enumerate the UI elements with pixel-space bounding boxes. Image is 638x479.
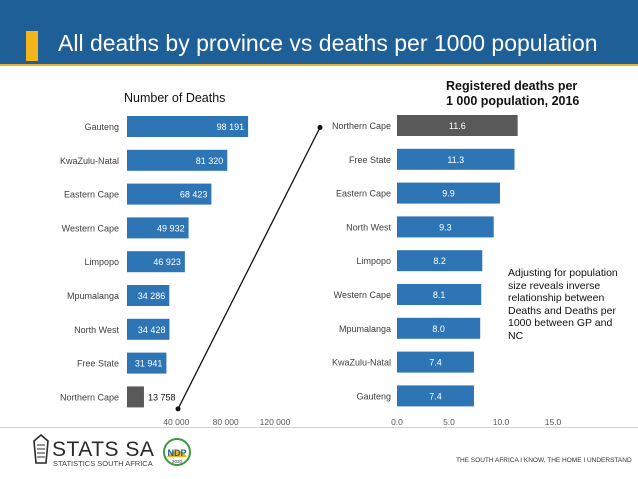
chart-2-value-label: 9.3 <box>439 222 452 232</box>
chart-2-tick-label: 10.0 <box>493 417 510 427</box>
chart-1-value-label: 68 423 <box>180 190 208 200</box>
footer-divider <box>0 427 638 428</box>
connector-start-dot <box>175 406 181 412</box>
stats-sa-logo-text: STATS SA <box>52 438 155 461</box>
connector-line <box>177 127 321 410</box>
chart-1-value-label: 13 758 <box>148 392 176 402</box>
left-chart-title: Number of Deaths <box>124 91 226 105</box>
chart-2-category-label: Eastern Cape <box>336 189 391 199</box>
chart-2-bar <box>397 115 518 136</box>
chart-2-category-label: Mpumalanga <box>339 324 391 334</box>
chart-1-bar <box>127 318 170 340</box>
chart-2-value-label: 11.3 <box>447 155 464 165</box>
chart-2-bar <box>397 148 515 170</box>
title-banner <box>0 0 638 64</box>
chart-2-bar <box>397 250 483 272</box>
chart-1-value-label: 49 932 <box>157 223 185 233</box>
chart-2-value-label: 8.0 <box>432 324 445 334</box>
chart-2-bar <box>397 182 500 204</box>
chart-2-bar <box>397 284 482 305</box>
title-accent-bar <box>26 31 38 61</box>
annotation-note: Adjusting for population size reveals in… <box>508 267 618 342</box>
chart-1-value-label: 46 923 <box>153 257 181 267</box>
chart-2-category-label: North West <box>346 222 391 232</box>
chart-2-value-label: 7.4 <box>429 391 442 401</box>
connector-end-dot <box>317 125 323 130</box>
chart-1-category-label: KwaZulu-Natal <box>60 156 119 166</box>
stats-sa-logo-icon <box>33 433 49 464</box>
chart-2-tick-label: 5.0 <box>443 417 455 427</box>
stats-sa-logo-subtext: STATISTICS SOUTH AFRICA <box>53 459 153 468</box>
chart-1-category-label: Eastern Cape <box>64 190 119 200</box>
chart-2-bar <box>397 351 474 373</box>
chart-2-tick-label: 15.0 <box>545 417 562 427</box>
ndp-logo-label: NDP <box>167 448 186 458</box>
chart-2-bar <box>397 317 481 339</box>
chart-2-tick-label: 0.0 <box>391 417 403 427</box>
header-divider <box>0 64 638 66</box>
chart-1-value-label: 98 191 <box>217 122 245 132</box>
chart-1-bar <box>127 285 170 306</box>
chart-1-category-label: Limpopo <box>84 257 119 267</box>
right-chart-title-text: Registered deaths per 1 000 population, 2… <box>446 79 580 108</box>
footer-tagline: THE SOUTH AFRICA I KNOW, THE HOME I UNDE… <box>456 457 632 464</box>
chart-1-category-label: Mpumalanga <box>67 291 119 301</box>
chart-1-bar <box>127 183 212 205</box>
chart-1-value-label: 31 941 <box>135 359 163 369</box>
chart-1-tick-label: 120 000 <box>260 417 291 427</box>
chart-2-value-label: 9.9 <box>442 189 455 199</box>
chart-1-category-label: Gauteng <box>84 122 119 132</box>
chart-2-category-label: Limpopo <box>356 256 391 266</box>
chart-2-value-label: 8.1 <box>433 290 446 300</box>
chart-2-category-label: KwaZulu-Natal <box>332 358 391 368</box>
ndp-logo-icon: NDP 2030 <box>163 438 191 466</box>
chart-2-value-label: 8.2 <box>433 256 446 266</box>
chart-1-value-label: 34 286 <box>138 291 166 301</box>
chart-2-category-label: Northern Cape <box>332 121 391 131</box>
chart-1-bar <box>127 352 167 374</box>
chart-1-bar <box>127 386 144 408</box>
chart-2-category-label: Free State <box>349 155 391 165</box>
chart-2-value-label: 7.4 <box>429 358 442 368</box>
ndp-logo-year: 2030 <box>172 459 183 464</box>
chart-2-bar <box>397 385 474 407</box>
chart-2-value-label: 11.6 <box>449 121 466 131</box>
chart-1-category-label: Western Cape <box>62 223 119 233</box>
chart-1-value-label: 81 320 <box>196 156 224 166</box>
chart-1-bar <box>127 149 228 171</box>
chart-2-bar <box>397 216 494 238</box>
right-chart-title: Registered deaths per 1 000 population, 2… <box>446 79 579 109</box>
chart-1-category-label: North West <box>74 325 119 335</box>
chart-1-bar <box>127 116 249 137</box>
chart-1-bar <box>127 217 189 239</box>
chart-2-category-label: Western Cape <box>334 290 391 300</box>
chart-1-category-label: Free State <box>77 359 119 369</box>
page-title: All deaths by province vs deaths per 100… <box>58 30 598 56</box>
chart-1-bar <box>127 251 185 273</box>
chart-1-value-label: 34 428 <box>138 325 166 335</box>
chart-2-category-label: Gauteng <box>356 391 391 401</box>
chart-1-tick-label: 80 000 <box>213 417 239 427</box>
chart-1-tick-label: 40 000 <box>163 417 189 427</box>
chart-1-category-label: Northern Cape <box>60 392 119 402</box>
